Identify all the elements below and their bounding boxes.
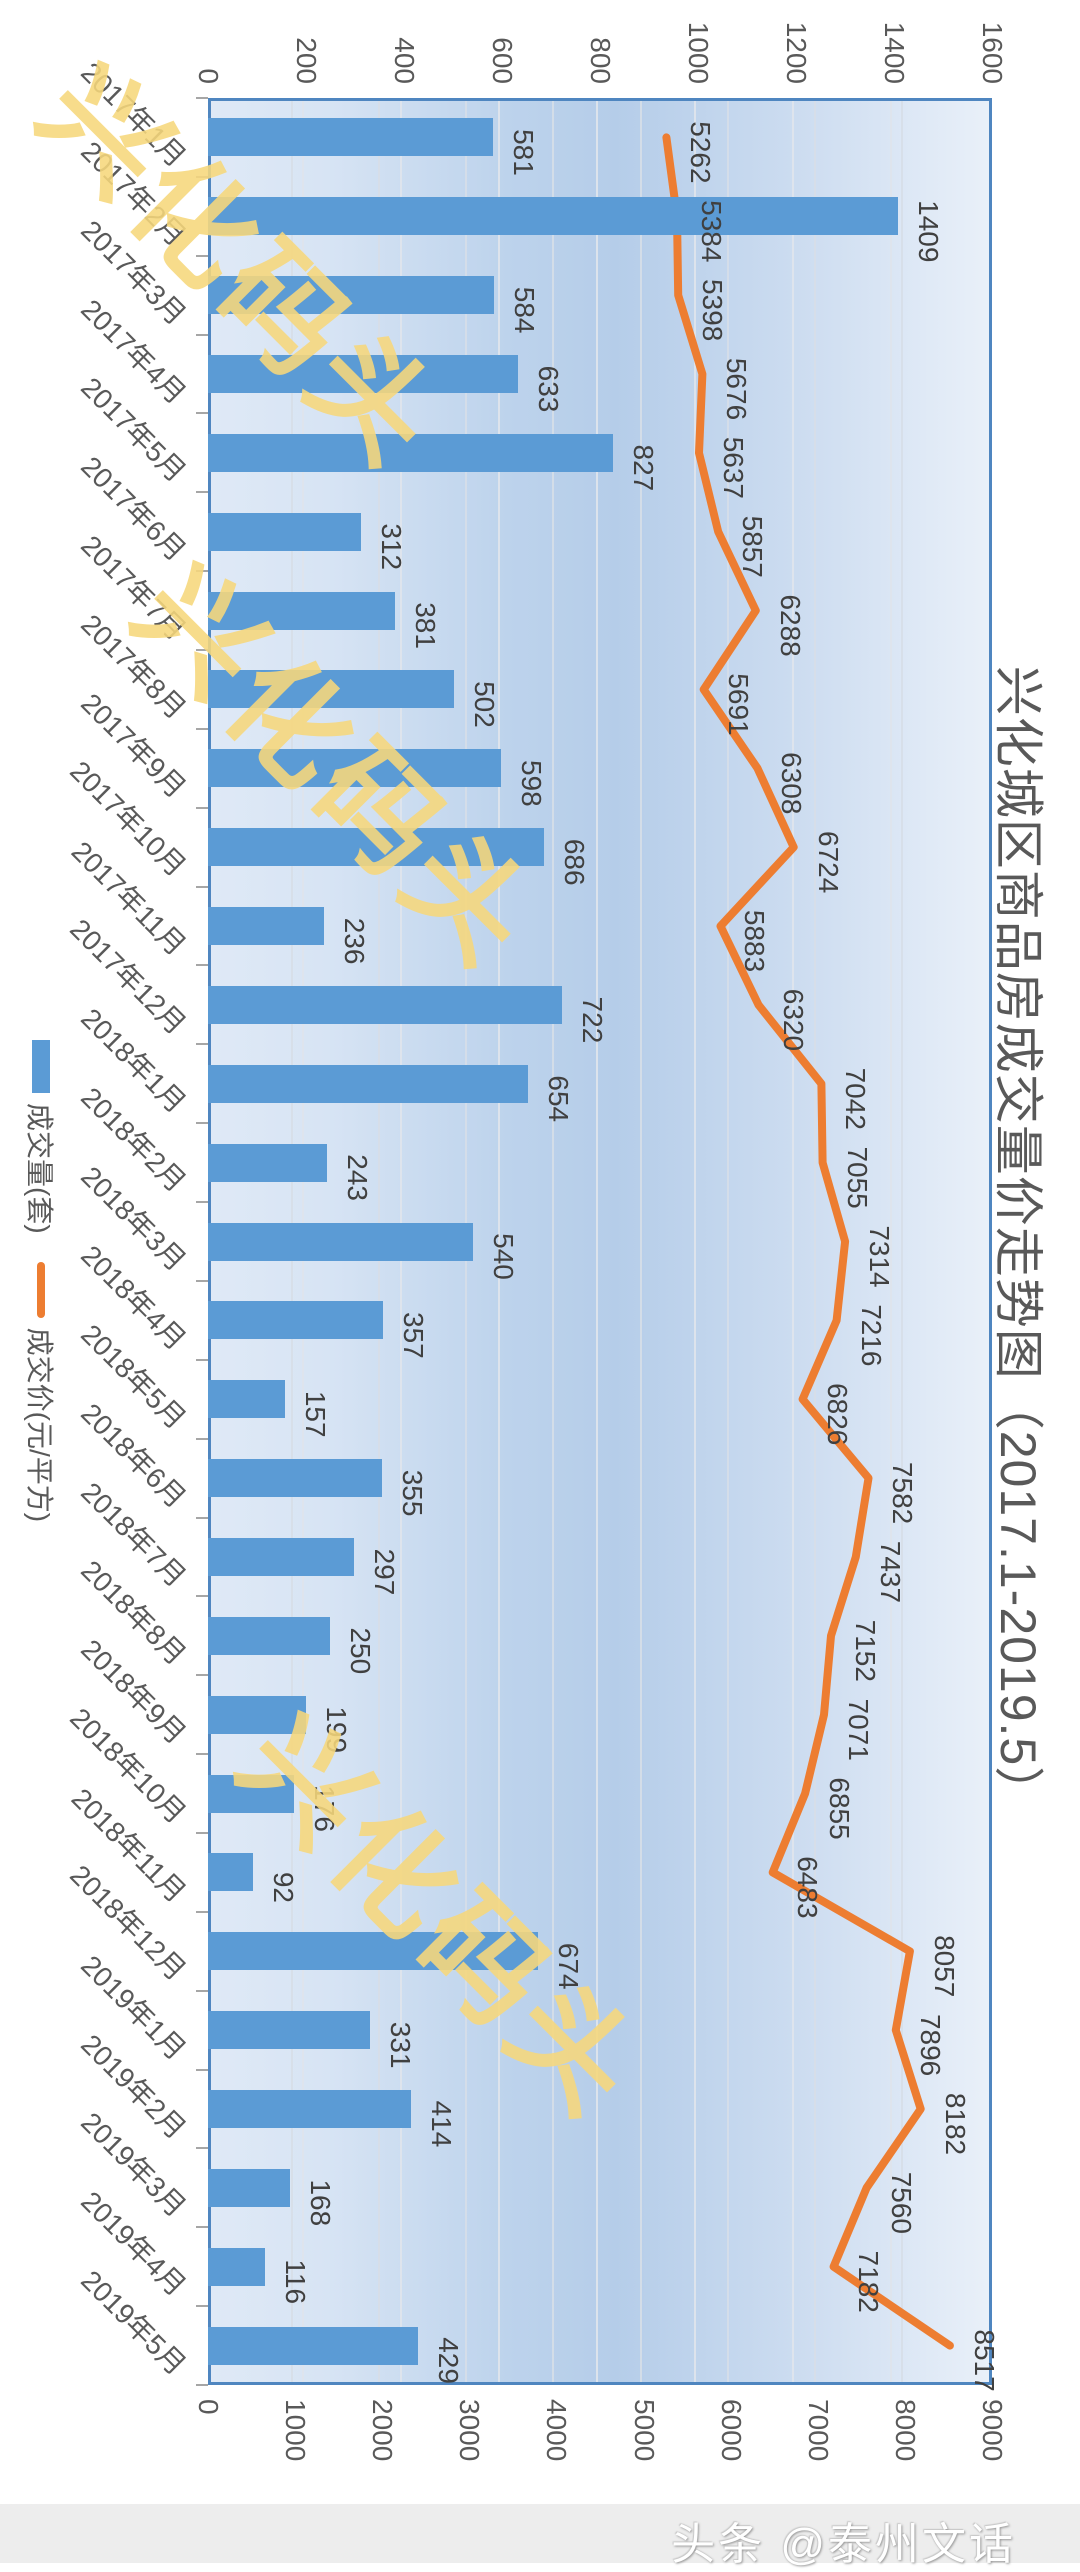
category-axis-tick [196, 806, 208, 809]
category-axis-tick [196, 2226, 208, 2229]
category-axis-tick [196, 1595, 208, 1598]
category-axis-tick [196, 491, 208, 494]
bar-2019年2月 [208, 2089, 411, 2128]
volume-axis-label-1600: 1600 [977, 21, 1008, 84]
bar-2019年5月 [208, 2326, 419, 2365]
category-axis-tick [196, 1910, 208, 1913]
line-label-2017年8月: 5691 [722, 673, 754, 736]
bar-label-2018年6月: 355 [396, 1469, 428, 1517]
line-label-2017年7月: 6288 [774, 594, 806, 657]
footer-credit: 头条 @泰州文话 [671, 2520, 1016, 2569]
bar-2017年12月 [208, 985, 562, 1024]
line-label-2018年4月: 7216 [855, 1304, 887, 1367]
volume-axis-label-1000: 1000 [683, 21, 714, 84]
category-axis-tick [196, 1989, 208, 1992]
bar-2018年11月 [208, 1853, 254, 1892]
category-axis-tick [196, 1437, 208, 1440]
price-axis-label-4000: 4000 [541, 2399, 573, 2462]
volume-axis-label-200: 200 [291, 37, 322, 84]
price-axis-label-8000: 8000 [889, 2399, 921, 2462]
line-label-2017年9月: 6308 [776, 752, 808, 815]
line-label-2019年2月: 8182 [939, 2092, 971, 2156]
bar-label-2017年12月: 722 [576, 996, 608, 1044]
price-axis-label-1000: 1000 [280, 2399, 312, 2462]
volume-axis-label-800: 800 [585, 37, 616, 84]
bar-label-2017年2月: 1409 [913, 200, 945, 263]
category-axis-tick [196, 1279, 208, 1282]
bar-2018年2月 [208, 1143, 328, 1182]
category-axis-tick [196, 1122, 208, 1125]
price-line-svg [662, 133, 954, 2350]
bar-2019年1月 [208, 2011, 371, 2050]
line-label-2019年5月: 8517 [968, 2329, 1000, 2392]
price-line [662, 133, 954, 2350]
volume-axis-label-600: 600 [487, 37, 518, 84]
chart-title: 兴化城区商品房成交量价走势图（2017.1-2019.5） [990, 665, 1046, 1818]
line-label-2019年3月: 7560 [885, 2171, 917, 2234]
legend: 成交量(套) 成交价(元/平方) [20, 1040, 62, 1522]
bar-2019年4月 [208, 2247, 265, 2286]
line-label-2018年5月: 6826 [821, 1383, 853, 1446]
footer-bar: 头条 @泰州文话 [0, 2504, 1080, 2569]
bar-series-swatch-icon [32, 1040, 50, 1093]
bar-2018年4月 [208, 1301, 383, 1340]
bar-label-2018年3月: 540 [487, 1233, 519, 1280]
bar-label-2018年4月: 357 [397, 1312, 429, 1359]
line-label-2017年10月: 6724 [812, 831, 844, 894]
category-axis-tick [196, 1516, 208, 1519]
price-axis-label-0: 0 [193, 2399, 224, 2415]
line-label-2017年11月: 5883 [739, 909, 771, 973]
category-axis-tick [196, 1674, 208, 1677]
category-axis-tick [196, 1358, 208, 1361]
legend-label-price: 成交价(元/平方) [24, 1327, 55, 1523]
category-axis-tick [196, 2384, 208, 2386]
category-axis-tick [196, 1831, 208, 1834]
bar-2019年3月 [208, 2168, 291, 2207]
category-axis-tick [196, 412, 208, 415]
bar-label-2018年1月: 654 [543, 1075, 575, 1123]
bar-2018年6月 [208, 1459, 382, 1498]
line-series-swatch-icon [37, 1261, 45, 1318]
bar-label-2017年5月: 827 [628, 444, 660, 492]
volume-axis-label-1400: 1400 [879, 21, 910, 84]
price-axis-label-6000: 6000 [715, 2399, 747, 2462]
category-axis-tick [196, 964, 208, 967]
volume-axis-label-1200: 1200 [781, 21, 812, 84]
line-label-2019年4月: 7182 [852, 2250, 884, 2313]
line-label-2018年10月: 6855 [824, 1777, 856, 1840]
bar-2018年8月 [208, 1616, 331, 1655]
bar-2018年7月 [208, 1537, 354, 1576]
category-axis-tick [196, 1043, 208, 1046]
category-axis-tick [196, 2147, 208, 2150]
legend-label-volume: 成交量(套) [24, 1103, 55, 1234]
price-axis-label-2000: 2000 [367, 2399, 399, 2462]
bar-label-2019年5月: 429 [433, 2337, 465, 2384]
line-label-2017年12月: 6320 [777, 988, 809, 1052]
category-axis-tick [196, 885, 208, 888]
category-axis-tick [196, 1753, 208, 1756]
bar-2017年11月 [208, 907, 324, 946]
volume-axis-label-400: 400 [389, 37, 420, 84]
category-axis-tick [196, 1201, 208, 1204]
category-axis-tick [196, 2068, 208, 2071]
category-axis-tick [196, 2305, 208, 2308]
bar-2018年3月 [208, 1222, 473, 1261]
volume-axis-label-0: 0 [193, 68, 224, 84]
line-label-2018年11月: 6483 [791, 1856, 823, 1919]
price-axis-label-5000: 5000 [628, 2399, 660, 2462]
bar-label-2019年2月: 414 [425, 2100, 457, 2148]
line-label-2017年6月: 5857 [737, 515, 769, 578]
bar-2018年1月 [208, 1064, 529, 1103]
bar-2018年5月 [208, 1380, 285, 1419]
price-axis-label-7000: 7000 [802, 2399, 834, 2462]
